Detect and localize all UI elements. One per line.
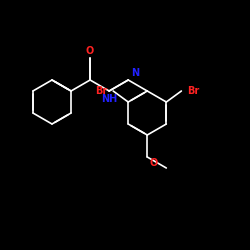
Text: Br: Br — [95, 86, 107, 96]
Text: N: N — [131, 68, 139, 78]
Text: Br: Br — [187, 86, 200, 96]
Text: O: O — [149, 158, 158, 168]
Text: NH: NH — [101, 94, 117, 104]
Text: O: O — [86, 46, 94, 56]
